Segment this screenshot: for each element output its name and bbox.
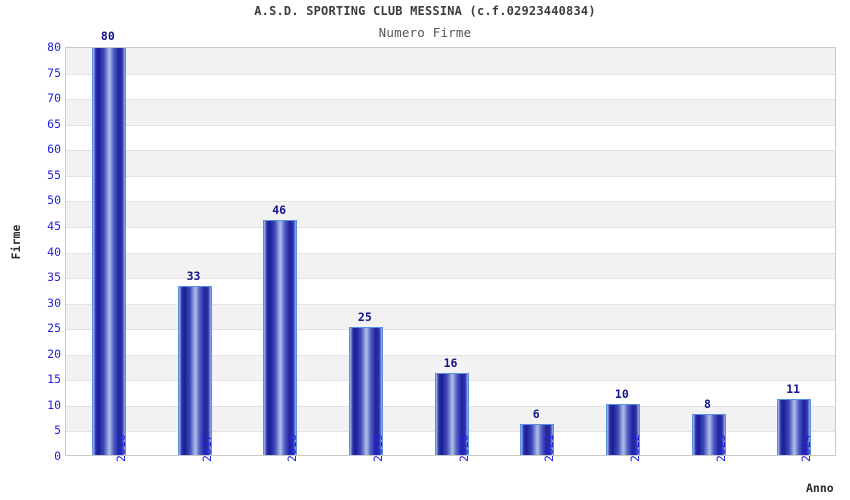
bar[interactable] [263,219,298,455]
bar-value-label: 16 [443,356,458,371]
gridline [66,73,835,75]
bar[interactable] [91,48,126,455]
bar-value-label: 25 [357,310,372,325]
grid-band [66,252,835,279]
gridline [66,124,835,126]
chart-subtitle: Numero Firme [378,25,472,40]
bar-value-label: 6 [532,407,540,422]
gridline [66,150,835,152]
bar[interactable] [434,373,469,455]
y-axis-tick-label: 70 [47,91,61,106]
y-axis-tick-label: 65 [47,116,61,131]
gridline [66,252,835,254]
y-axis-tick-label: 55 [47,167,61,182]
gridline [66,201,835,203]
y-axis-tick-label: 10 [47,397,61,412]
y-axis-tick-label: 5 [54,423,61,438]
bar-value-label: 80 [100,29,115,43]
y-axis-tick-label: 35 [47,270,61,285]
gridline [66,329,835,331]
bar-value-label: 8 [704,397,711,412]
bar-value-label: 46 [272,202,287,217]
bar[interactable] [605,403,640,455]
gridline [66,99,835,101]
y-axis-tick-label: 40 [47,244,61,259]
y-axis-tick-label: 50 [47,193,61,208]
y-axis-tick-label: 15 [47,372,61,387]
y-axis: Firme 0 5 10 15 20 25 30 35 40 45 50 55 60 65 70 75 80 [0,0,61,500]
gridline [66,175,835,177]
bar[interactable] [348,327,383,455]
grid-band [66,48,835,74]
bar[interactable] [691,414,726,455]
plot-area [65,47,836,456]
grid-band [66,150,835,176]
y-axis-tick-label: 80 [47,40,61,54]
bar[interactable] [177,286,212,455]
bar-value-label: 11 [786,381,801,396]
y-axis-tick-label: 0 [54,449,61,463]
y-axis-tick-label: 30 [47,295,61,310]
grid-band [66,201,835,227]
y-axis-tick-label: 75 [47,65,61,80]
x-axis-title: Anno [806,481,834,495]
gridline [66,226,835,228]
y-axis-tick-label: 25 [47,321,61,336]
bar[interactable] [520,424,555,455]
chart-title: A.S.D. SPORTING CLUB MESSINA (c.f.029234… [254,4,596,18]
bar-value-label: 10 [614,386,629,401]
gridline [66,278,835,280]
y-axis-tick-label: 45 [47,218,61,233]
y-axis-tick-label: 20 [47,346,61,361]
y-axis-tick-label: 60 [47,142,61,157]
gridline [66,354,835,356]
gridline [66,303,835,305]
bar[interactable] [777,398,812,455]
grid-band [66,99,835,125]
bar-value-label: 33 [186,269,201,284]
